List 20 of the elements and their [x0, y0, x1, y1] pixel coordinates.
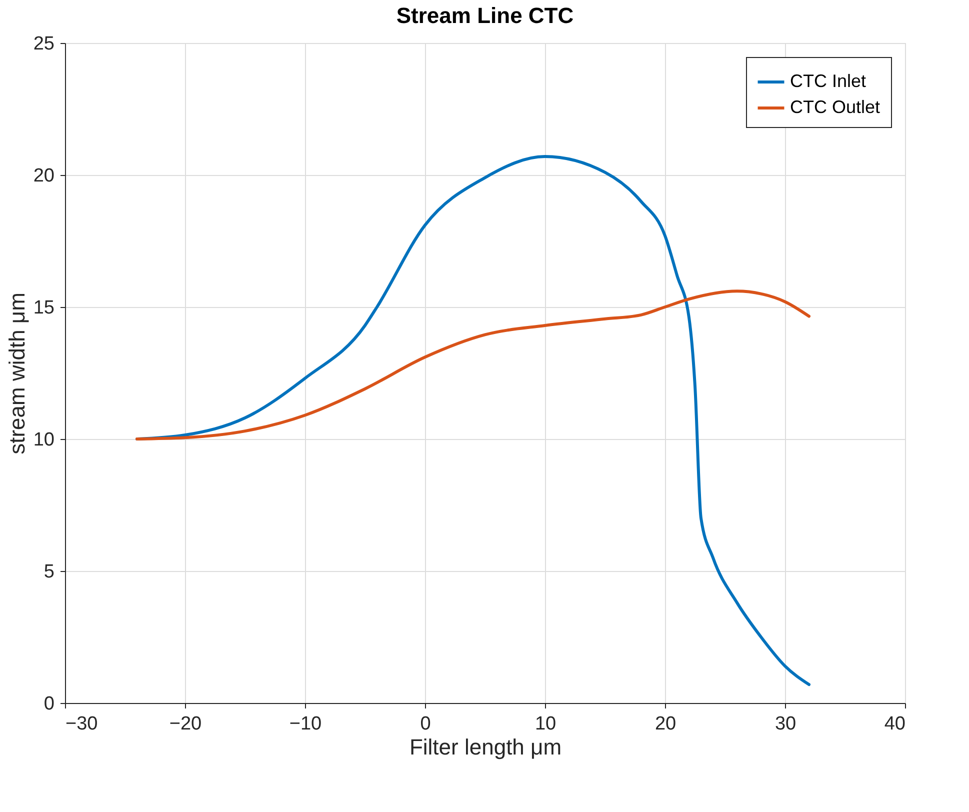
chart-title: Stream Line CTC: [396, 3, 574, 28]
y-tick-label: 25: [33, 34, 54, 54]
x-tick-label: 0: [420, 714, 431, 734]
x-tick-label: −30: [66, 714, 98, 734]
y-tick-label: 0: [44, 694, 54, 714]
legend-label: CTC Outlet: [790, 97, 880, 117]
x-tick-label: −20: [169, 714, 202, 734]
x-tick-label: 20: [654, 714, 676, 734]
x-tick-label: 40: [884, 714, 906, 734]
y-tick-label: 20: [33, 166, 54, 186]
y-tick-label: 15: [33, 298, 54, 318]
y-tick-label: 10: [33, 430, 54, 450]
legend-label: CTC Inlet: [790, 71, 866, 91]
x-tick-label: −10: [289, 714, 322, 734]
y-tick-label: 5: [44, 562, 54, 582]
x-axis-title: Filter length μm: [409, 734, 562, 760]
x-tick-label: 30: [774, 714, 796, 734]
x-tick-label: 10: [534, 714, 556, 734]
y-axis-title: stream width μm: [4, 292, 30, 454]
line-series: [136, 290, 810, 440]
